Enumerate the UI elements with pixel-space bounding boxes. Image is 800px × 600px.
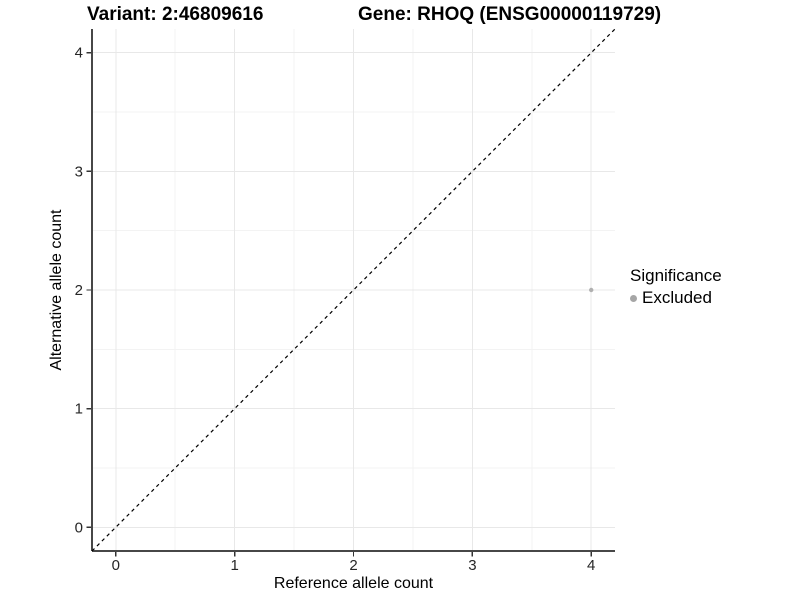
y-axis-title: Alternative allele count (48, 209, 65, 371)
data-point (589, 287, 594, 293)
x-tick-label: 3 (468, 557, 476, 574)
x-tick-label: 2 (349, 557, 357, 574)
x-tick-label: 4 (587, 557, 595, 574)
x-tick-label: 0 (112, 557, 120, 574)
legend-title: Significance (630, 266, 722, 285)
y-tick-label: 2 (75, 282, 83, 299)
legend-item-label: Excluded (642, 288, 712, 307)
variant-title: Variant: 2:46809616 (87, 4, 264, 25)
gene-title: Gene: RHOQ (ENSG00000119729) (358, 4, 662, 25)
x-axis-title: Reference allele count (273, 575, 434, 592)
excluded-dot-icon (630, 294, 637, 302)
legend-item-excluded: Excluded (630, 288, 722, 308)
y-tick-label: 0 (75, 519, 83, 536)
y-tick-label: 4 (75, 45, 83, 62)
y-tick-label: 3 (75, 163, 83, 180)
x-tick-label: 1 (230, 557, 238, 574)
y-tick-label: 1 (75, 401, 83, 418)
legend: Significance Excluded (630, 266, 722, 308)
